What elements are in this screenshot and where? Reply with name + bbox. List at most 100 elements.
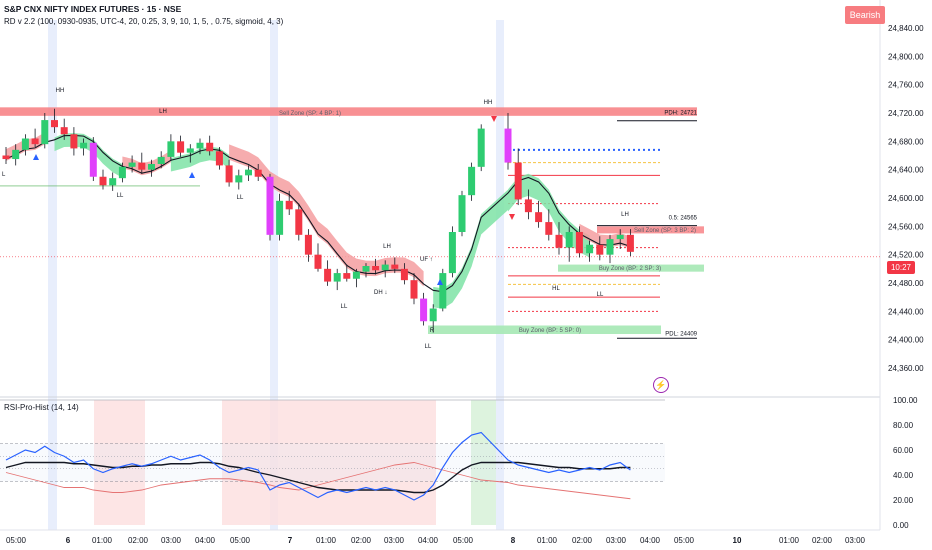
time-tick-label: 02:00 <box>128 536 149 545</box>
rsi-panel-title: RSI-Pro-Hist (14, 14) <box>4 403 79 412</box>
candle-body <box>372 266 380 271</box>
time-tick-label: 04:00 <box>640 536 661 545</box>
candle <box>304 229 312 262</box>
structure-label: HH <box>56 88 65 94</box>
candle-body <box>448 232 456 274</box>
candle-body <box>186 148 194 153</box>
candle <box>206 135 214 156</box>
candle <box>99 169 107 190</box>
candle-body <box>51 120 58 128</box>
candle <box>51 108 58 133</box>
candle-body <box>352 271 360 279</box>
time-tick-label: 01:00 <box>537 536 558 545</box>
indicator-params: RD v 2.2 (100, 0930-0935, UTC-4, 20, 0.2… <box>4 17 284 26</box>
price-tick-label: 24,440.00 <box>888 307 924 316</box>
candle <box>235 169 243 190</box>
candle <box>391 257 399 274</box>
candle-body <box>626 234 634 252</box>
candle <box>196 138 204 155</box>
candle <box>362 263 370 278</box>
candle <box>596 236 604 261</box>
candle-body <box>196 142 204 149</box>
candle <box>352 268 360 288</box>
candle <box>70 127 78 156</box>
trend-band <box>54 133 123 178</box>
candle <box>2 147 10 164</box>
candle <box>575 226 583 258</box>
lightning-icon[interactable]: ⚡ <box>653 377 669 393</box>
structure-label: LH <box>621 212 629 218</box>
trend-band <box>170 146 230 172</box>
price-tick-label: 24,680.00 <box>888 137 924 146</box>
candle-body <box>324 268 332 282</box>
candle-body <box>89 142 97 177</box>
time-tick-label: 02:00 <box>812 536 833 545</box>
structure-label: DH ↓ <box>374 290 387 296</box>
candle <box>89 137 97 181</box>
rsi-signal-line <box>5 462 631 500</box>
price-tick-label: 24,840.00 <box>888 24 924 33</box>
price-tick-label: 24,520.00 <box>888 251 924 260</box>
candle <box>324 260 332 286</box>
candle <box>245 165 252 181</box>
candle-body <box>343 273 351 279</box>
candle <box>109 172 117 191</box>
candle-body <box>535 212 543 223</box>
sell-zone-label: Sell Zone (SP: 4 BP: 1) <box>279 111 341 117</box>
structure-label: R <box>430 328 435 334</box>
candle-body <box>596 244 604 255</box>
structure-label: LL <box>597 292 604 298</box>
current-price-tag: 10:27 <box>887 261 915 274</box>
candle-body <box>514 162 522 200</box>
candle-body <box>391 264 399 269</box>
time-tick-label: 03:00 <box>606 536 627 545</box>
structure-label: LL <box>117 193 124 199</box>
candle-body <box>118 166 126 179</box>
candle <box>343 264 351 282</box>
trend-band <box>229 144 424 287</box>
candle-body <box>468 166 476 196</box>
candle-body <box>285 200 293 210</box>
candle <box>545 209 553 241</box>
candle-body <box>381 264 389 271</box>
candle <box>468 162 476 201</box>
candle-body <box>266 176 274 235</box>
candle-body <box>575 232 583 254</box>
candle <box>372 258 380 275</box>
trend-badge: Bearish <box>845 6 885 24</box>
candle-body <box>148 164 155 170</box>
candle-body <box>109 178 117 186</box>
candle <box>381 260 389 278</box>
rsi-tick-label: 0.00 <box>893 521 909 530</box>
time-tick-label: 05:00 <box>6 536 27 545</box>
buy-zone-band <box>428 325 661 334</box>
candle <box>138 152 146 174</box>
buy-zone-label: Buy Zone (BP: 5 SP: 0) <box>519 328 581 334</box>
structure-label: LH <box>383 244 391 250</box>
price-tick-label: 24,360.00 <box>888 364 924 373</box>
pdh-label: PDH: 24721 <box>664 110 697 116</box>
moving-average-line <box>5 134 631 293</box>
rsi-line <box>5 431 631 501</box>
structure-label: HL <box>552 286 560 292</box>
sell-zone-band <box>0 107 697 116</box>
trend-band <box>433 189 508 309</box>
signal-triangle-down <box>491 116 497 122</box>
candle-body <box>545 222 553 235</box>
candle-body <box>477 128 485 167</box>
candle-body <box>304 234 312 255</box>
time-tick-label: 6 <box>66 536 71 545</box>
candle <box>606 234 614 264</box>
candle-body <box>410 280 418 299</box>
time-tick-label: 05:00 <box>453 536 474 545</box>
time-tick-label: 02:00 <box>572 536 593 545</box>
trend-band <box>579 223 631 249</box>
structure-label: LH <box>159 109 167 115</box>
candle-body <box>458 195 466 232</box>
rsi-tick-label: 20.00 <box>893 496 914 505</box>
candle-body <box>2 155 10 160</box>
time-tick-label: 05:00 <box>230 536 251 545</box>
structure-label: LL <box>237 195 244 201</box>
candle <box>215 147 223 170</box>
